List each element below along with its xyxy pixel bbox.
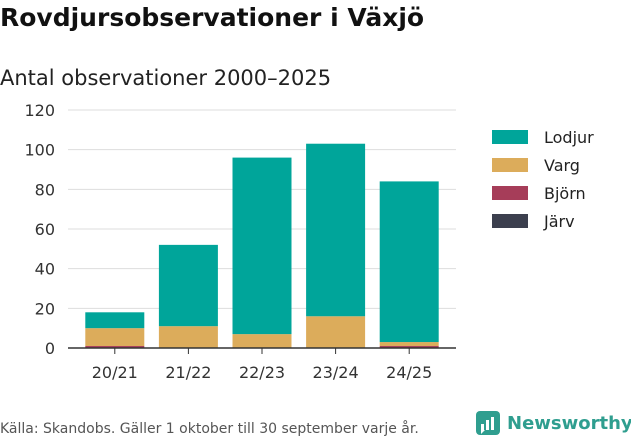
y-axis-ticks: 0 20 40 60 80 100 120: [24, 101, 55, 358]
y-tick-label: 60: [35, 220, 55, 239]
chart-title: Rovdjursobservationer i Växjö: [0, 3, 425, 32]
legend: Lodjur Varg Björn Järv: [492, 128, 594, 231]
brand-name: Newsworthy: [507, 412, 631, 434]
bar-lodjur-20-21: [85, 312, 145, 329]
bar-lodjur-23-24: [306, 143, 366, 317]
bars: [85, 143, 439, 348]
y-tick-label: 120: [24, 101, 55, 120]
bar-lodjur-24-25: [379, 181, 439, 343]
x-tick-label: 21/22: [165, 363, 211, 382]
legend-swatch-varg: [492, 158, 528, 172]
y-tick-label: 80: [35, 180, 55, 199]
bar-lodjur-21-22: [158, 244, 218, 327]
source-note: Källa: Skandobs. Gäller 1 oktober till 3…: [0, 421, 419, 437]
y-tick-label: 0: [45, 339, 55, 358]
legend-label-björn: Björn: [544, 184, 586, 203]
y-tick-label: 40: [35, 260, 55, 279]
legend-swatch-lodjur: [492, 130, 528, 144]
x-tick-label: 20/21: [92, 363, 138, 382]
bar-varg-24-25: [379, 342, 439, 347]
bar-björn-24-25: [379, 346, 439, 348]
y-tick-label: 20: [35, 299, 55, 318]
x-tick-label: 23/24: [313, 363, 359, 382]
x-axis: [68, 347, 456, 354]
legend-swatch-järv: [492, 214, 528, 228]
newsworthy-logo-icon: [476, 411, 500, 435]
bar-lodjur-22-23: [232, 157, 292, 335]
brand-logo: Newsworthy: [475, 408, 631, 438]
chart-subtitle: Antal observationer 2000–2025: [0, 66, 332, 90]
legend-label-lodjur: Lodjur: [544, 128, 594, 147]
x-axis-ticks: 20/21 21/22 22/23 23/24 24/25: [92, 363, 433, 382]
bar-varg-20-21: [85, 328, 145, 347]
legend-label-järv: Järv: [543, 212, 575, 231]
bar-björn-20-21: [85, 346, 145, 348]
bar-varg-21-22: [158, 326, 218, 348]
y-tick-label: 100: [24, 141, 55, 160]
bar-varg-22-23: [232, 334, 292, 348]
x-tick-label: 24/25: [386, 363, 432, 382]
x-tick-label: 22/23: [239, 363, 285, 382]
legend-swatch-björn: [492, 186, 528, 200]
bar-varg-23-24: [306, 316, 366, 348]
legend-label-varg: Varg: [544, 156, 580, 175]
